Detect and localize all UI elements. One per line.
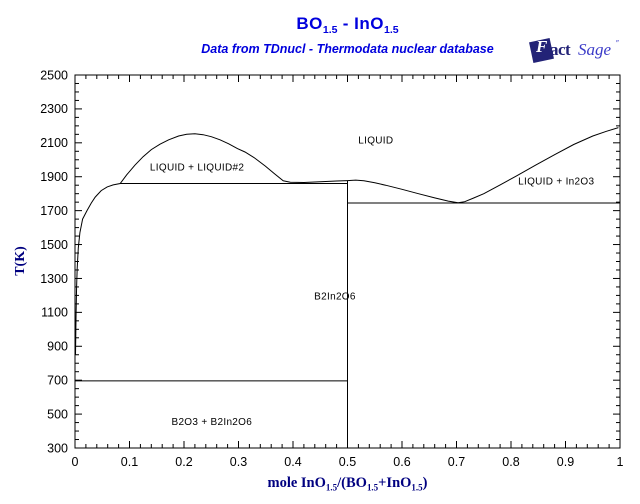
x-tick-label: 0.3 [230, 455, 247, 469]
text-part: BO [296, 14, 323, 33]
y-tick-label: 900 [47, 340, 68, 354]
y-tick-label: 1500 [40, 238, 68, 252]
text-part: 1.5 [411, 482, 423, 493]
x-tick-label: 0.8 [502, 455, 519, 469]
chart-title: BO1.5 - InO1.5 [75, 14, 620, 36]
y-tick-label: 2300 [40, 102, 68, 116]
region-label-liquid: LIQUID [358, 135, 393, 146]
y-tick-label: 1100 [41, 306, 68, 320]
x-tick-label: 0.1 [121, 455, 138, 469]
y-tick-label: 700 [47, 373, 68, 387]
factsage-logo-sage: Sage [578, 40, 612, 59]
x-tick-label: 1 [617, 455, 624, 469]
text-part: 1.5 [322, 24, 338, 36]
liquidus-left-and-miscibility-dome-curve [75, 133, 348, 355]
y-tick-label: 2100 [40, 136, 68, 150]
factsage-logo-f: F [536, 37, 548, 56]
x-tick-label: 0.5 [339, 455, 356, 469]
y-tick-label: 1900 [40, 170, 68, 184]
text-part: - InO [337, 14, 384, 33]
text-part: /(BO [337, 475, 367, 491]
y-tick-label: 2500 [40, 68, 68, 82]
y-tick-label: 500 [47, 407, 68, 421]
text-part: ) [422, 475, 428, 491]
x-tick-label: 0.7 [448, 455, 465, 469]
text-part: +InO [378, 475, 412, 491]
x-tick-label: 0 [72, 455, 79, 469]
x-tick-label: 0.4 [284, 455, 301, 469]
y-tick-label: 300 [47, 441, 68, 455]
chart-subtitle: Data from TDnucl - Thermodata nuclear da… [201, 42, 494, 56]
axis-ticks [74, 74, 621, 449]
factsage-logo: F act Sage ″ [529, 37, 631, 67]
factsage-logo-act: act [550, 40, 571, 59]
region-label-liquid-liquid-2: LIQUID + LIQUID#2 [150, 163, 244, 174]
factsage-logo-trademark: ″ [616, 39, 619, 48]
region-label-liquid-in2o3: LIQUID + In2O3 [518, 176, 594, 187]
x-tick-label: 0.6 [393, 455, 410, 469]
text-part: mole InO [267, 475, 326, 491]
text-part: 1.5 [383, 24, 399, 36]
text-part: 1.5 [325, 482, 338, 493]
x-tick-label: 0.9 [557, 455, 574, 469]
region-labels: LIQUID LIQUID + LIQUID#2 LIQUID + In2O3 B2I… [150, 135, 594, 428]
x-axis-title: mole InO1.5/(BO1.5+InO1.5) [75, 475, 620, 492]
text-part: 1.5 [366, 482, 379, 493]
y-tick-label: 1300 [40, 272, 68, 286]
y-axis-title: T(K) [13, 246, 28, 276]
x-tick-label: 0.2 [175, 455, 192, 469]
y-tick-label: 1700 [40, 204, 68, 218]
liquidus-right-curve [347, 127, 619, 204]
tick-labels: 0 0.1 0.2 0.3 0.4 0.5 0.6 0.7 0.8 0.9 1 2500 2300 210… [40, 68, 623, 469]
phase-boundaries [75, 127, 620, 448]
region-label-b2in2o6: B2In2O6 [314, 292, 356, 303]
region-label-b2o3-b2in2o6: B2O3 + B2In2O6 [171, 417, 252, 428]
